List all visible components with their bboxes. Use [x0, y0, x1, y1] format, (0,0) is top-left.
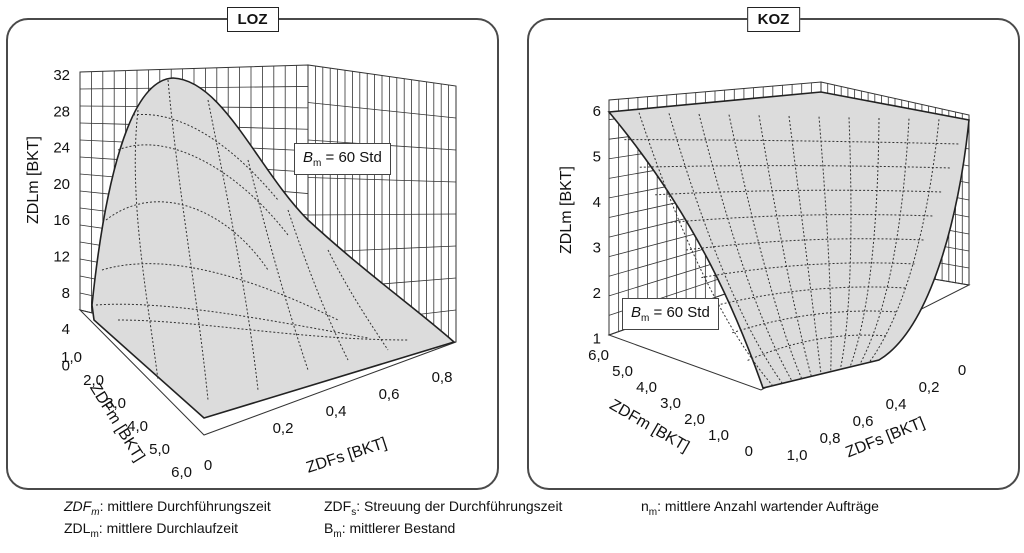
loz-surface-mesh [117, 319, 409, 341]
koz-surface [607, 91, 970, 389]
loz-surface-mesh [132, 113, 279, 201]
loz-y-tick-label: 5,0 [149, 441, 170, 458]
koz-z-tick-label: 5 [593, 149, 601, 166]
koz-y-tick-label: 2,0 [684, 411, 705, 428]
loz-surface-mesh [105, 201, 269, 271]
koz-chart-panel: KOZ 6 5 4 3 2 1 ZDLm [BKT] 6,0 5,0 4,0 3,0 2,0 1,0 0 Z… [527, 7, 1020, 490]
koz-z-tick-label: 3 [593, 240, 601, 257]
loz-surface-mesh [247, 159, 309, 371]
koz-surface-mesh [758, 115, 812, 377]
loz-z-tick-label: 12 [53, 249, 70, 266]
koz-surface-mesh [716, 286, 907, 306]
koz-surface-mesh [701, 262, 916, 279]
koz-x-tick-label: 0,4 [886, 396, 907, 413]
loz-surface-mesh [327, 249, 389, 351]
koz-surface-mesh [868, 119, 940, 363]
koz-title: KOZ [746, 7, 801, 32]
loz-z-axis-label: ZDLm [BKT] [25, 136, 42, 224]
koz-y-tick-label: 3,0 [660, 395, 681, 412]
loz-x-tick-label: 0,4 [326, 403, 347, 420]
koz-surface-mesh [668, 113, 783, 384]
loz-y-tick-label: 6,0 [171, 464, 192, 481]
loz-z-tick-label: 0 [62, 357, 70, 374]
koz-z-tick-label: 2 [593, 285, 601, 302]
koz-surface-mesh [639, 165, 952, 169]
loz-z-tick-label: 16 [53, 212, 70, 229]
loz-surface-mesh [117, 144, 289, 236]
loz-z-tick-label: 4 [62, 321, 70, 338]
koz-x-tick-label: 0,2 [919, 379, 940, 396]
legend-bm: Bm: mittlerer Bestand [324, 520, 456, 540]
loz-annotation: Bm = 60 Std [294, 143, 391, 175]
koz-y-tick-label: 5,0 [612, 363, 633, 380]
legend-zdlm: ZDLm: mittlere Durchlaufzeit [64, 520, 239, 540]
koz-surface-mesh [849, 117, 880, 368]
koz-y-tick-label: 1,0 [708, 427, 729, 444]
loz-x-tick-label: 0,8 [432, 369, 453, 386]
loz-y-tick-label: 3,0 [105, 395, 126, 412]
loz-x-axis-label: ZDFs [BKT] [304, 435, 389, 477]
koz-x-tick-label: 0,8 [820, 430, 841, 447]
koz-x-tick-label: 0,6 [853, 413, 874, 430]
loz-y-tick-label: 4,0 [127, 418, 148, 435]
loz-surface-mesh [101, 263, 339, 321]
koz-z-tick-label: 6 [593, 103, 601, 120]
koz-surface-mesh [859, 118, 910, 365]
loz-surface-chart: 32 28 24 20 16 12 8 4 0 ZDLm [BKT] 1,02,03,04,05,0… [25, 64, 457, 481]
koz-surface-mesh [818, 116, 832, 372]
koz-surface-mesh [624, 139, 961, 145]
koz-x-tick-label: 0 [958, 362, 966, 379]
loz-y-tick-label: 0 [204, 457, 212, 474]
koz-surface-mesh [638, 112, 774, 386]
koz-surface-mesh [732, 310, 898, 334]
koz-y-tick-label: 6,0 [588, 347, 609, 364]
legend-zdfm: ZDFm: mittlere Durchführungszeit [64, 498, 271, 518]
loz-z-tick-label: 20 [53, 176, 70, 193]
loz-z-tick-label: 32 [53, 67, 70, 84]
koz-x-tick-label: 1,0 [787, 447, 808, 464]
koz-surface-mesh [747, 334, 889, 361]
legend-zdfs: ZDFs: Streuung der Durchführungszeit [324, 498, 563, 518]
loz-surface-mesh [167, 79, 209, 401]
loz-chart-panel: LOZ 32 28 24 20 16 12 8 4 0 ZDLm [BKT] 1,0 2,0 3,0 4,… [6, 7, 499, 490]
loz-y-tick-label: 2,0 [83, 372, 104, 389]
loz-surface-mesh [287, 209, 349, 361]
loz-z-tick-label: 28 [53, 103, 70, 120]
loz-z-tick-label: 8 [62, 285, 70, 302]
koz-annotation: Bm = 60 Std [622, 298, 719, 330]
loz-x-tick-label: 0,6 [379, 386, 400, 403]
koz-z-tick-label: 1 [593, 331, 601, 348]
koz-y-tick-label: 4,0 [636, 379, 657, 396]
koz-y-tick-label: 0 [745, 443, 753, 460]
koz-surface-mesh [655, 189, 943, 196]
koz-surface-mesh [788, 115, 822, 375]
koz-z-tick-label: 4 [593, 194, 601, 211]
loz-surface-mesh [95, 303, 369, 339]
loz-y-tick-label: 1,0 [61, 349, 82, 366]
koz-z-axis-label: ZDLm [BKT] [558, 166, 575, 254]
loz-surface [91, 77, 456, 419]
koz-surface-mesh [670, 214, 934, 223]
loz-title: LOZ [226, 7, 279, 32]
loz-z-tick-label: 24 [53, 140, 70, 157]
legend-nm: nm: mittlere Anzahl wartender Aufträge [641, 498, 879, 518]
koz-surface-mesh [685, 238, 925, 251]
loz-x-tick-label: 0,2 [273, 420, 294, 437]
